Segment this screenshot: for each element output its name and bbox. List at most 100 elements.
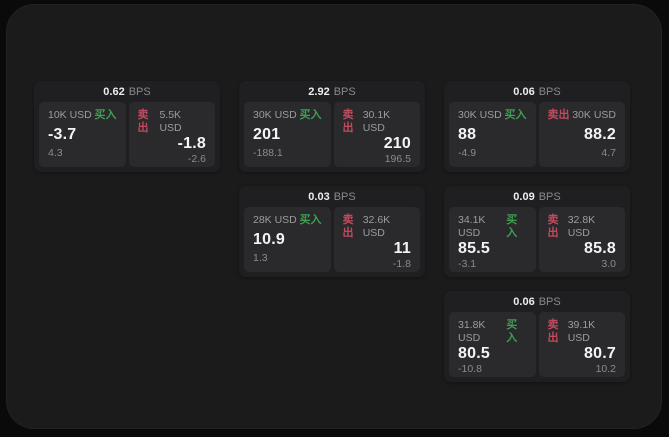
sell-side-label: 卖出 [547,319,559,344]
buy-price: -3.7 [48,125,77,143]
buy-panel-top: 30K USD 买入 [458,109,527,122]
card-spread-header: 0.03 BPS [239,186,425,207]
buy-price: 88 [458,125,477,143]
sell-change: 10.2 [595,363,616,375]
sell-panel-top: 卖出 32.6K USD [343,214,412,240]
buy-amount: 30K USD [253,109,297,121]
sell-amount: 5.5K USD [159,109,182,134]
sell-price: 88.2 [584,125,616,143]
card-spread-header: 0.06 BPS [444,291,630,312]
sell-price: 210 [383,135,411,152]
bps-unit-label: BPS [538,85,561,98]
sell-panel[interactable]: 卖出 32.8K USD 85.8 3.0 [538,207,625,272]
bps-unit-label: BPS [128,85,151,98]
sell-panel-top: 卖出 30.1K USD [343,109,412,135]
buy-panel[interactable]: 30K USD 买入 88 -4.9 [449,102,536,167]
spread-value: 0.09 [513,190,535,203]
sell-price: 85.8 [584,240,616,257]
card-body: 10K USD 买入 -3.7 4.3 卖出 5.5K USD -1.8 -2.… [34,102,220,172]
quote-card: 2.92 BPS 30K USD 买入 201 -188.1 卖出 30.1K … [239,81,425,172]
buy-panel[interactable]: 34.1K USD 买入 85.5 -3.1 [449,207,536,272]
card-body: 34.1K USD 买入 85.5 -3.1 卖出 32.8K USD 85.8… [444,207,630,277]
buy-change: -4.9 [458,147,477,159]
buy-side-label: 买入 [94,109,117,121]
buy-panel-top: 34.1K USD 买入 [458,214,527,240]
quote-card: 0.09 BPS 34.1K USD 买入 85.5 -3.1 卖出 32.8K… [444,186,630,277]
buy-side-label: 买入 [299,109,322,121]
sell-change: 196.5 [384,153,411,165]
buy-side-label: 买入 [299,214,322,226]
spread-value: 0.06 [513,295,535,308]
buy-panel[interactable]: 31.8K USD 买入 80.5 -10.8 [449,312,536,377]
sell-panel[interactable]: 卖出 30K USD 88.2 4.7 [538,102,625,167]
bps-unit-label: BPS [538,295,561,308]
spread-value: 0.06 [513,85,535,98]
sell-panel[interactable]: 卖出 39.1K USD 80.7 10.2 [538,312,625,377]
quote-card: 0.06 BPS 30K USD 买入 88 -4.9 卖出 30K USD 8… [444,81,630,172]
card-spread-header: 0.06 BPS [444,81,630,102]
sell-panel[interactable]: 卖出 30.1K USD 210 196.5 [333,102,420,167]
buy-price: 201 [253,125,281,143]
sell-price: 11 [393,240,411,257]
sell-side-label: 卖出 [342,109,354,134]
card-body: 30K USD 买入 88 -4.9 卖出 30K USD 88.2 4.7 [444,102,630,172]
sell-panel-top: 卖出 5.5K USD [138,109,207,135]
quote-card: 0.06 BPS 31.8K USD 买入 80.5 -10.8 卖出 39.1… [444,291,630,382]
buy-change: 4.3 [48,147,63,159]
sell-panel-top: 卖出 30K USD [548,109,617,122]
sell-change: 3.0 [601,258,616,270]
sell-change: 4.7 [601,147,616,159]
spread-value: 0.03 [308,190,330,203]
card-spread-header: 0.09 BPS [444,186,630,207]
sell-side-label: 卖出 [547,109,570,121]
buy-panel-top: 28K USD 买入 [253,214,322,227]
sell-amount: 39.1K USD [567,319,596,344]
buy-price: 80.5 [458,345,490,362]
buy-panel-top: 31.8K USD 买入 [458,319,527,345]
spread-value: 2.92 [308,85,330,98]
sell-price: 80.7 [584,345,616,362]
sell-side-label: 卖出 [342,214,354,239]
buy-amount: 34.1K USD [458,214,486,239]
buy-side-label: 买入 [506,319,518,344]
sell-amount: 30K USD [572,109,616,121]
buy-panel[interactable]: 10K USD 买入 -3.7 4.3 [39,102,126,167]
buy-panel[interactable]: 30K USD 买入 201 -188.1 [244,102,331,167]
card-body: 28K USD 买入 10.9 1.3 卖出 32.6K USD 11 -1.8 [239,207,425,277]
bps-unit-label: BPS [333,190,356,203]
sell-amount: 30.1K USD [362,109,391,134]
quote-card: 0.03 BPS 28K USD 买入 10.9 1.3 卖出 32.6K US… [239,186,425,277]
spread-value: 0.62 [103,85,125,98]
card-body: 30K USD 买入 201 -188.1 卖出 30.1K USD 210 1… [239,102,425,172]
buy-change: 1.3 [253,252,268,264]
buy-side-label: 买入 [504,109,527,121]
sell-side-label: 卖出 [137,109,149,134]
buy-side-label: 买入 [506,214,518,239]
sell-side-label: 卖出 [547,214,559,239]
sell-change: -2.6 [187,153,206,165]
buy-amount: 10K USD [48,109,92,121]
sell-panel[interactable]: 卖出 32.6K USD 11 -1.8 [333,207,420,272]
buy-change: -3.1 [458,258,477,270]
sell-panel[interactable]: 卖出 5.5K USD -1.8 -2.6 [128,102,215,167]
buy-amount: 30K USD [458,109,502,121]
buy-price: 10.9 [253,230,285,248]
bps-unit-label: BPS [538,190,561,203]
buy-amount: 31.8K USD [458,319,486,344]
buy-change: -188.1 [253,147,283,159]
sell-amount: 32.6K USD [362,214,391,239]
sell-panel-top: 卖出 39.1K USD [548,319,617,345]
sell-change: -1.8 [392,258,411,270]
card-spread-header: 2.92 BPS [239,81,425,102]
buy-panel-top: 30K USD 买入 [253,109,322,122]
sell-amount: 32.8K USD [567,214,596,239]
card-body: 31.8K USD 买入 80.5 -10.8 卖出 39.1K USD 80.… [444,312,630,382]
quote-card: 0.62 BPS 10K USD 买入 -3.7 4.3 卖出 5.5K USD… [34,81,220,172]
bps-unit-label: BPS [333,85,356,98]
dashboard-panel: 0.62 BPS 10K USD 买入 -3.7 4.3 卖出 5.5K USD… [6,4,662,429]
sell-panel-top: 卖出 32.8K USD [548,214,617,240]
buy-price: 85.5 [458,240,490,257]
buy-amount: 28K USD [253,214,297,226]
buy-panel[interactable]: 28K USD 买入 10.9 1.3 [244,207,331,272]
sell-price: -1.8 [177,135,206,152]
